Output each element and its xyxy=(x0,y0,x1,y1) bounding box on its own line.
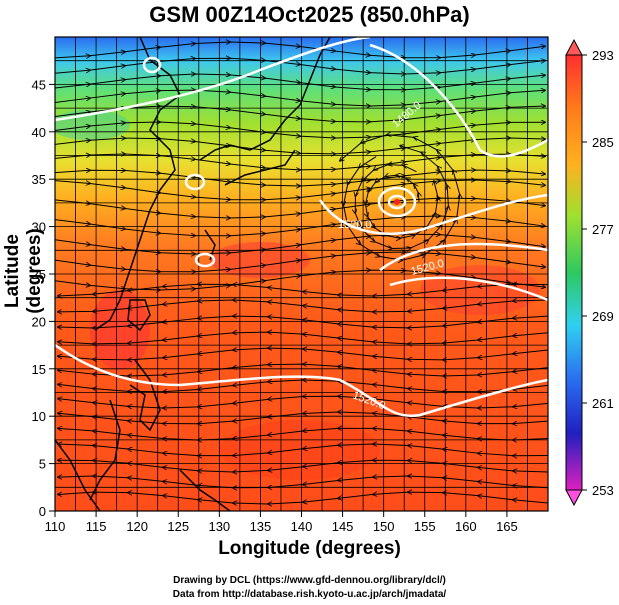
y-tick-label: 15 xyxy=(32,362,46,377)
x-tick-label: 125 xyxy=(167,519,189,534)
streamline xyxy=(55,58,545,74)
streamline xyxy=(55,270,545,290)
x-tick-label: 135 xyxy=(250,519,272,534)
streamline xyxy=(58,412,548,424)
streamline xyxy=(58,476,548,488)
colorbar-top-arrow xyxy=(565,38,583,56)
x-tick-label: 115 xyxy=(86,519,107,534)
chart-title: GSM 00Z14Oct2025 (850.0hPa) xyxy=(149,2,470,27)
streamline xyxy=(58,348,548,360)
y-tick-label: 10 xyxy=(32,409,46,424)
x-tick-label: 140 xyxy=(291,519,313,534)
x-tick-label: 130 xyxy=(208,519,230,534)
x-tick-label: 145 xyxy=(332,519,354,534)
streamline xyxy=(58,396,548,408)
y-tick-label: 40 xyxy=(32,125,46,140)
y-axis-ticks: 0 5 10 15 20 25 30 35 40 45 xyxy=(32,77,55,519)
colorbar-tick-label: 253 xyxy=(592,483,614,498)
streamline xyxy=(58,460,548,472)
colorbar-bottom-arrow xyxy=(565,489,583,507)
colorbar-tick-label: 261 xyxy=(592,396,614,411)
streamline xyxy=(58,380,548,392)
y-tick-label: 25 xyxy=(32,267,46,282)
streamline xyxy=(55,74,545,90)
colorbar-tick-label: 285 xyxy=(592,135,614,150)
colorbar-tick-label: 269 xyxy=(592,309,614,324)
streamline xyxy=(58,364,548,376)
y-tick-label: 20 xyxy=(32,314,46,329)
streamline xyxy=(55,106,545,122)
x-axis-ticks: 110 115 120 125 130 135 140 145 150 155 160 165 xyxy=(45,511,518,534)
streamline xyxy=(55,90,545,106)
x-tick-label: 155 xyxy=(414,519,436,534)
y-tick-label: 45 xyxy=(32,77,46,92)
x-axis-label: Longitude (degrees) xyxy=(218,538,401,559)
credit-drawing: Drawing by DCL (https://www.gfd-dennou.o… xyxy=(173,575,446,586)
colorbar: 293 285 277 269 261 253 xyxy=(565,38,614,507)
contour-label: 1520.0 xyxy=(338,219,372,231)
colorbar-tick-label: 293 xyxy=(592,48,614,63)
streamline xyxy=(58,300,548,312)
colorbar-tick-label: 277 xyxy=(592,222,614,237)
streamline xyxy=(58,444,548,456)
y-tick-label: 5 xyxy=(39,457,46,472)
y-tick-label: 35 xyxy=(32,172,46,187)
contours xyxy=(55,37,548,418)
streamline xyxy=(58,428,548,440)
y-tick-label: 0 xyxy=(39,504,46,519)
x-tick-label: 165 xyxy=(496,519,518,534)
low-center-marker xyxy=(394,199,400,205)
x-tick-label: 120 xyxy=(126,519,148,534)
x-tick-label: 160 xyxy=(455,519,477,534)
streamline xyxy=(58,492,548,504)
x-tick-label: 110 xyxy=(45,519,66,534)
streamline xyxy=(58,316,548,328)
streamline xyxy=(58,332,548,344)
y-tick-label: 30 xyxy=(32,220,46,235)
x-tick-label: 150 xyxy=(373,519,395,534)
credit-data: Data from http://database.rish.kyoto-u.a… xyxy=(172,589,447,600)
